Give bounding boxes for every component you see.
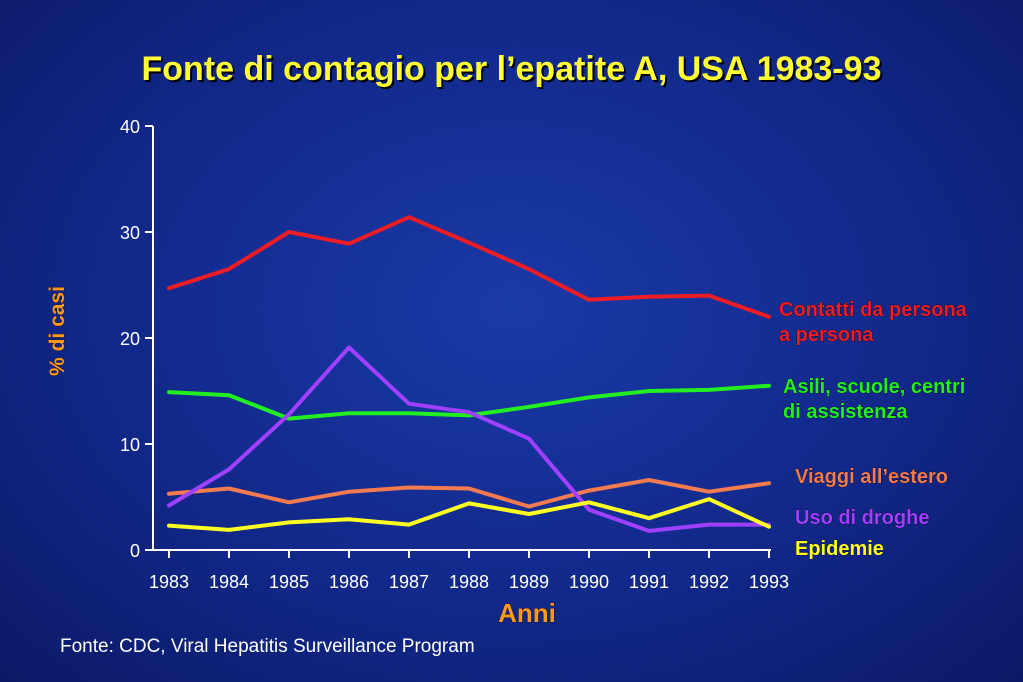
series-line bbox=[167, 383, 771, 421]
series-lines bbox=[167, 215, 771, 533]
axes: 0 10 20 30 40 1983 1984 1985 1986 1987 1988 1989 199… bbox=[46, 117, 789, 628]
series-label: Contatti da persona a persona bbox=[779, 299, 968, 346]
series-label-line: a persona bbox=[779, 324, 874, 346]
x-tick-label: 1991 bbox=[629, 572, 669, 592]
x-tick-label: 1992 bbox=[689, 572, 729, 592]
y-tick-label: 30 bbox=[120, 223, 140, 243]
series-label-line: Uso di droghe bbox=[795, 507, 929, 529]
series-label: Uso di droghe bbox=[795, 507, 929, 529]
x-tick-label: 1985 bbox=[269, 572, 309, 592]
x-tick-label: 1988 bbox=[449, 572, 489, 592]
x-axis-title: Anni bbox=[498, 598, 556, 628]
y-tick-label: 10 bbox=[120, 435, 140, 455]
series-line bbox=[167, 345, 771, 533]
x-tick-label: 1984 bbox=[209, 572, 249, 592]
series-label: Viaggi all’estero bbox=[795, 466, 948, 488]
series-label-line: Viaggi all’estero bbox=[795, 466, 948, 488]
x-tick-label: 1993 bbox=[749, 572, 789, 592]
series-line bbox=[167, 215, 771, 319]
series-label-line: Asili, scuole, centri bbox=[783, 376, 965, 398]
x-tick-label: 1987 bbox=[389, 572, 429, 592]
y-tick-label: 0 bbox=[130, 541, 140, 561]
series-label: Asili, scuole, centri di assistenza bbox=[783, 376, 965, 423]
series-labels: Contatti da persona a persona Asili, scuol… bbox=[779, 299, 968, 561]
x-tick-label: 1989 bbox=[509, 572, 549, 592]
series-line bbox=[167, 478, 771, 509]
series-label-line: di assistenza bbox=[783, 401, 908, 423]
series-label-line: Epidemie bbox=[795, 538, 884, 560]
x-tick-label: 1983 bbox=[149, 572, 189, 592]
series-line bbox=[167, 497, 771, 532]
y-axis-title: % di casi bbox=[46, 286, 69, 376]
chart-title: Fonte di contagio per l’epatite A, USA 1… bbox=[141, 50, 882, 88]
series-label-line: Contatti da persona bbox=[779, 299, 968, 321]
source-note: Fonte: CDC, Viral Hepatitis Surveillance… bbox=[60, 636, 475, 657]
y-tick-label: 40 bbox=[120, 117, 140, 137]
series-label: Epidemie bbox=[795, 538, 884, 560]
x-tick-label: 1986 bbox=[329, 572, 369, 592]
y-tick-label: 20 bbox=[120, 329, 140, 349]
x-tick-label: 1990 bbox=[569, 572, 609, 592]
